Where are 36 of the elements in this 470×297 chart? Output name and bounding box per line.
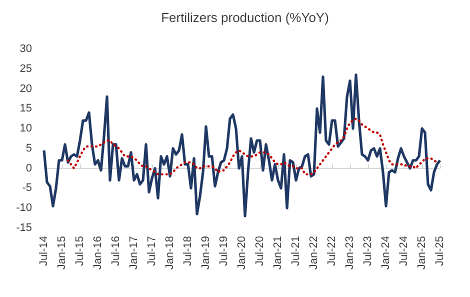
x-tick-label: Jul-20 [254,236,266,266]
x-tick-label: Jan-25 [416,236,428,270]
x-tick-label: Jul-23 [362,236,374,266]
x-tick-label: Jul-18 [182,236,194,266]
x-tick-label: Jan-24 [380,236,392,270]
y-tick-label: -15 [16,222,32,234]
y-tick-label: 30 [20,43,32,55]
x-tick-label: Jul-17 [146,236,158,266]
y-tick-label: 20 [20,82,32,95]
y-tick-label: 5 [26,142,32,154]
y-tick-label: 10 [20,122,32,135]
x-tick-label: Jul-14 [38,236,50,266]
line-series [42,74,442,218]
x-tick-label: Jul-24 [398,236,410,266]
x-tick-label: Jul-19 [218,236,230,266]
x-tick-label: Jul-16 [110,236,122,266]
x-tick-label: Jul-21 [290,236,302,266]
y-tick-label: 25 [20,62,32,75]
x-tick-label: Jul-25 [434,236,446,266]
x-tick-label: Jul-15 [74,236,86,266]
y-tick-label: -10 [16,202,32,214]
y-tick-label: -5 [22,182,32,194]
x-tick-label: Jan-16 [92,236,104,270]
x-tick-label: Jan-19 [200,236,212,270]
x-tick-label: Jul-22 [326,236,338,266]
line-series [66,118,438,176]
x-tick-label: Jan-15 [56,236,68,270]
x-tick-label: Jan-17 [128,236,140,270]
x-tick-label: Jan-18 [164,236,176,270]
y-tick-label: 0 [26,162,32,174]
chart-title: Fertilizers production (%YoY) [161,10,329,25]
y-tick-label: 15 [20,102,32,115]
x-tick-label: Jan-20 [236,236,248,270]
x-tick-label: Jan-23 [344,236,356,270]
x-tick-label: Jan-22 [308,236,320,270]
x-tick-label: Jan-21 [272,236,284,270]
